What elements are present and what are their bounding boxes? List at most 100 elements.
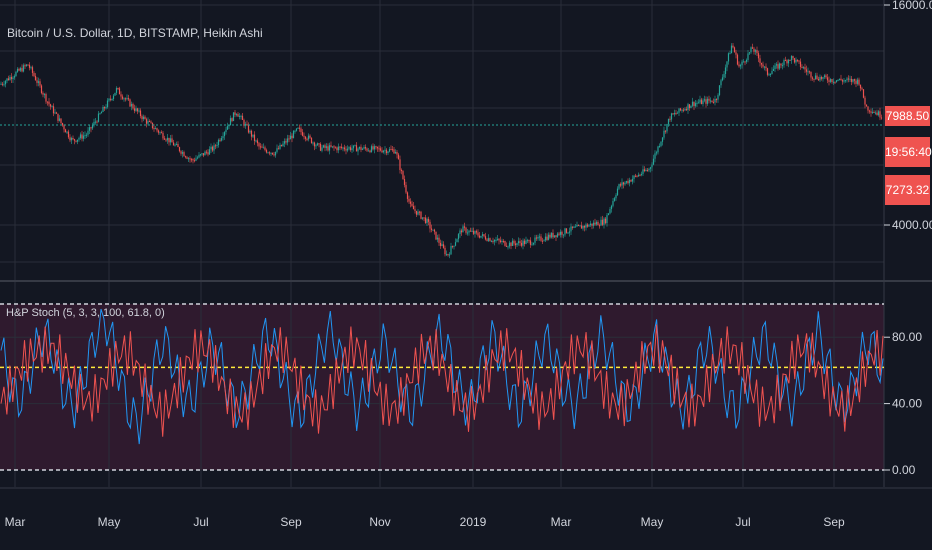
candle-body	[645, 170, 647, 172]
candle-body	[99, 113, 101, 115]
candle-body	[810, 72, 812, 78]
candle-body	[867, 106, 869, 111]
candle-body	[691, 101, 694, 106]
candle-body	[238, 115, 241, 117]
candle-body	[148, 121, 151, 123]
candle-body	[720, 80, 722, 86]
time-tick-label: May	[641, 515, 664, 529]
candle-body	[196, 157, 199, 159]
candle-body	[468, 230, 470, 233]
candle-body	[681, 109, 683, 111]
candle-body	[496, 238, 499, 240]
candle-body	[586, 224, 589, 227]
candle-body	[477, 232, 479, 236]
candle-body	[763, 66, 766, 68]
candle-body	[331, 146, 334, 148]
candle-body	[432, 229, 434, 231]
candle-body	[199, 154, 202, 156]
candle-body	[844, 80, 847, 82]
candle-body	[799, 61, 802, 67]
price-pane[interactable]	[0, 0, 884, 279]
candle-body	[697, 102, 700, 104]
stoch-d-line	[0, 324, 884, 437]
candle-body	[796, 59, 799, 61]
candle-body	[528, 240, 530, 242]
time-tick-label: Mar	[5, 515, 26, 529]
candle-body	[189, 158, 191, 160]
indicator-tick-label: 0.00	[892, 463, 916, 477]
candle-body	[234, 112, 236, 115]
candle-body	[324, 145, 326, 148]
candle-body	[135, 108, 137, 111]
candle-body	[55, 112, 58, 114]
candle-body	[328, 145, 331, 151]
candle-body	[463, 226, 466, 228]
candle-body	[567, 232, 569, 234]
candle-body	[786, 60, 788, 64]
candle-body	[837, 79, 839, 81]
band-fill	[0, 304, 884, 470]
candle-body	[765, 66, 767, 69]
candle-body	[814, 75, 817, 79]
candle-body	[849, 78, 851, 80]
candle-body	[823, 75, 826, 78]
candle-body	[516, 243, 518, 246]
candle-body	[495, 239, 497, 241]
candle-body	[372, 146, 374, 150]
candle-body	[226, 126, 229, 130]
candle-body	[7, 78, 10, 81]
candle-body	[198, 154, 200, 158]
candle-body	[246, 124, 248, 126]
candle-body	[403, 179, 406, 185]
candle-body	[481, 234, 484, 236]
candle-body	[670, 113, 673, 120]
candle-body	[412, 205, 415, 210]
candle-body	[519, 241, 521, 243]
candle-body	[879, 111, 881, 118]
price-tick-label: 4000.00	[892, 218, 932, 232]
candle-body	[472, 230, 475, 234]
candle-body	[637, 174, 640, 177]
candle-body	[718, 85, 721, 96]
candle-body	[498, 238, 500, 241]
candle-body	[126, 98, 128, 100]
candle-body	[291, 135, 293, 139]
candle-body	[607, 213, 610, 216]
candle-body	[72, 137, 74, 140]
candle-body	[507, 246, 509, 248]
candle-body	[249, 130, 251, 133]
candle-body	[187, 158, 190, 160]
candle-body	[352, 145, 355, 149]
candle-body	[394, 151, 397, 154]
candle-body	[120, 94, 122, 97]
candle-body	[384, 149, 386, 151]
candle-body	[265, 149, 268, 153]
candle-body	[466, 232, 469, 234]
candle-body	[45, 94, 47, 102]
candle-body	[531, 244, 533, 246]
candle-body	[657, 146, 659, 153]
candle-body	[733, 47, 736, 53]
candle-body	[208, 149, 211, 155]
candle-body	[93, 121, 95, 126]
candle-body	[811, 77, 814, 79]
candle-body	[618, 184, 620, 189]
candle-body	[39, 81, 41, 86]
candle-body	[685, 109, 688, 111]
price-tick-label: 16000.00	[892, 0, 932, 12]
candle-body	[747, 53, 749, 61]
candle-body	[255, 140, 257, 142]
candle-body	[768, 74, 770, 76]
candle-body	[631, 178, 634, 182]
candle-body	[540, 236, 542, 241]
candle-body	[30, 67, 32, 69]
candle-body	[124, 98, 127, 100]
candle-body	[267, 152, 269, 154]
candle-body	[313, 142, 316, 147]
candle-body	[171, 138, 173, 143]
candle-body	[16, 68, 19, 72]
candle-body	[555, 235, 557, 238]
candle-body	[739, 65, 742, 67]
candle-body	[748, 52, 751, 54]
